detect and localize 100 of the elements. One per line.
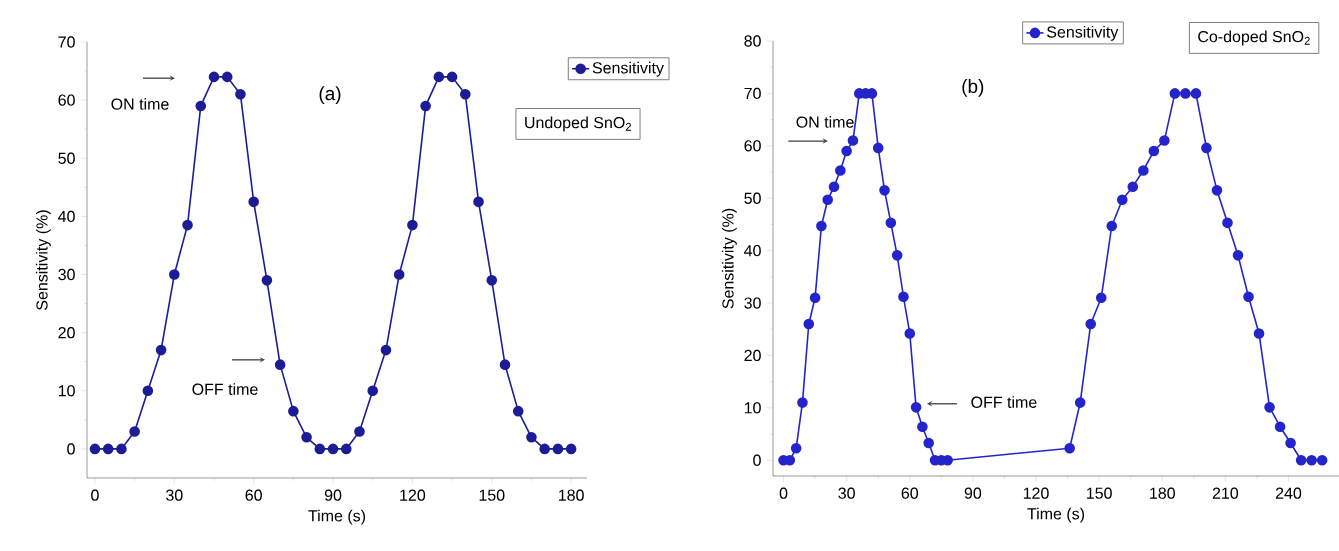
point [1064, 442, 1075, 454]
y-tick-label: 30 [58, 268, 75, 281]
y-tick-label: 30 [744, 297, 761, 309]
point [565, 443, 577, 455]
x-tick-label: 60 [901, 487, 919, 499]
point [486, 275, 498, 286]
point [1148, 145, 1160, 157]
point [314, 443, 326, 455]
x-axis-title: Time (s) [1027, 507, 1085, 523]
point [393, 269, 405, 280]
point [790, 442, 802, 454]
y-tick-label: 60 [58, 94, 75, 106]
x-tick-label: 120 [400, 489, 426, 501]
point [1074, 397, 1086, 408]
point [1169, 88, 1181, 99]
annotation: OFF time [971, 396, 1037, 408]
point [1138, 165, 1149, 176]
y-tick-label: 60 [744, 140, 761, 152]
point [1243, 291, 1254, 303]
y-axis-title: Sensitivity (%) [721, 208, 737, 309]
x-tick-label: 30 [166, 489, 183, 501]
point [274, 359, 286, 370]
point [1316, 454, 1328, 466]
x-tick-label: 210 [1212, 487, 1239, 499]
point [1095, 292, 1107, 304]
point [142, 385, 154, 397]
annotation: OFF time [192, 383, 258, 395]
y-tick-label: 0 [67, 443, 75, 455]
point [1190, 88, 1202, 99]
legend-label: Sensitivity [592, 61, 664, 77]
text: (b) [962, 79, 984, 97]
point [1106, 220, 1118, 232]
point [1253, 328, 1265, 339]
annotation: Co-doped SnO$_{2}$ [1198, 30, 1310, 46]
y-tick-label: 50 [744, 192, 761, 204]
point [89, 443, 101, 455]
point [327, 443, 339, 455]
x-axis-title: Time (s) [308, 509, 366, 525]
point [1295, 454, 1307, 466]
point [301, 431, 312, 443]
point [891, 250, 903, 261]
point [904, 328, 916, 339]
point [420, 100, 431, 112]
point [1201, 142, 1212, 154]
point [835, 165, 846, 176]
point [1306, 454, 1317, 466]
point [552, 443, 564, 455]
x-tick-label: 90 [964, 487, 982, 499]
point [340, 443, 352, 455]
annotation: ON time [111, 98, 169, 110]
y-tick-label: 40 [58, 210, 75, 223]
point [512, 405, 524, 417]
x-tick-label: 90 [324, 489, 342, 501]
point [816, 220, 827, 232]
point [917, 421, 928, 433]
point [1232, 250, 1244, 261]
point [872, 142, 884, 154]
point [499, 359, 511, 370]
point [248, 196, 259, 208]
point [261, 275, 273, 286]
y-tick-label: 0 [753, 454, 761, 466]
point [1085, 318, 1097, 330]
point [803, 318, 815, 330]
point [169, 269, 180, 280]
point [367, 385, 379, 397]
point [235, 89, 246, 100]
point [1264, 402, 1275, 413]
y-tick-label: 40 [744, 244, 761, 257]
x-tick-label: 180 [559, 489, 584, 501]
point [923, 437, 934, 449]
point [129, 426, 140, 437]
point [380, 344, 392, 356]
point [1222, 217, 1233, 229]
point [847, 135, 859, 146]
point [828, 181, 840, 192]
y-tick-label: 50 [58, 152, 75, 164]
y-tick-label: 10 [744, 402, 761, 414]
point [797, 397, 808, 408]
x-tick-label: 240 [1275, 487, 1302, 499]
x-tick-label: 150 [479, 489, 505, 501]
legend-label: Sensitivity [1047, 25, 1119, 41]
point [539, 443, 550, 455]
point [1116, 194, 1128, 206]
y-tick-label: 70 [58, 36, 75, 48]
point [910, 402, 922, 413]
text: (a) [319, 86, 341, 105]
point [195, 100, 207, 112]
y-tick-label: 10 [58, 385, 75, 397]
point [822, 194, 834, 206]
x-tick-label: 150 [1087, 487, 1112, 499]
x-tick-label: 0 [91, 489, 99, 501]
point [116, 443, 127, 455]
point [208, 71, 220, 83]
annotation: ON time [796, 116, 854, 128]
point [1159, 135, 1170, 146]
point [288, 405, 299, 417]
point [898, 291, 909, 303]
y-tick-label: 80 [744, 35, 761, 47]
annotation: Undoped SnO$_{2}$ [525, 116, 631, 132]
point [460, 89, 471, 100]
